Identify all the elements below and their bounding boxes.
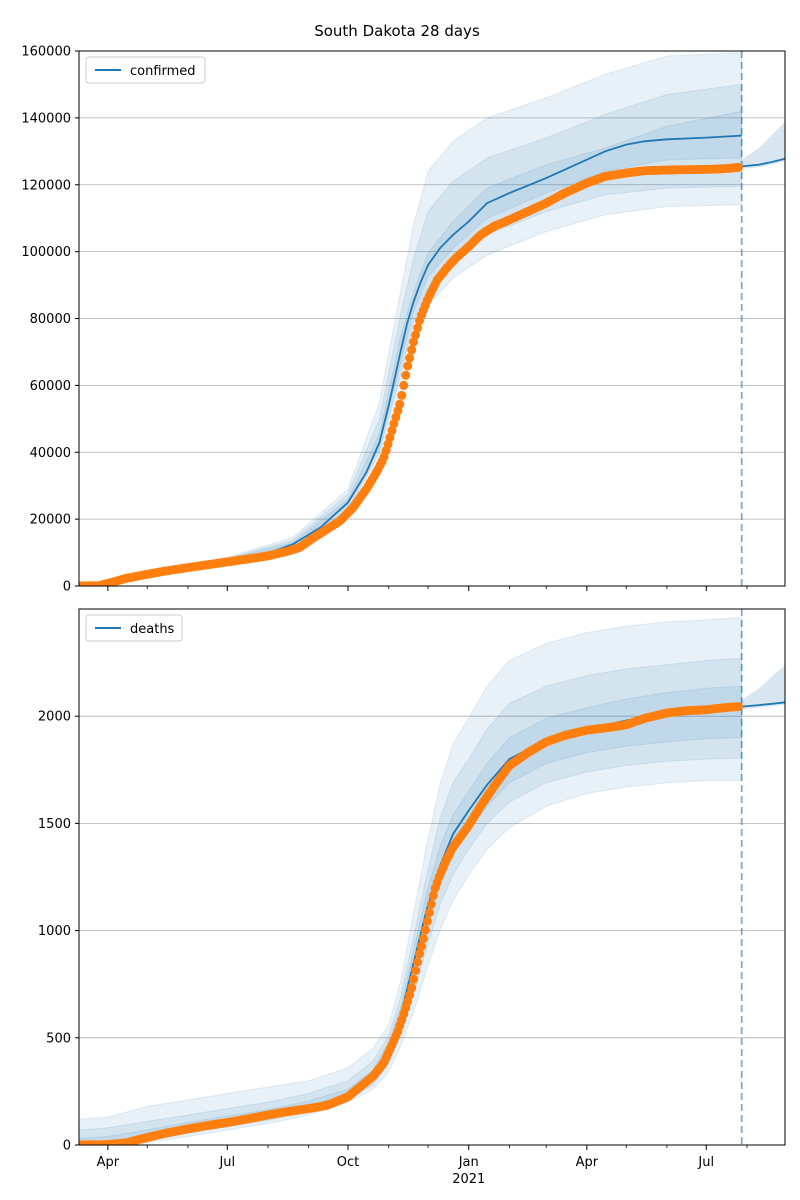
confirmed-y-tick-label: 160000 xyxy=(21,45,71,60)
confirmed-y-tick-label: 60000 xyxy=(30,379,71,394)
deaths-forecast-band xyxy=(741,665,785,710)
deaths-forecast-path xyxy=(741,701,785,708)
deaths-y-tick-label: 0 xyxy=(63,1139,71,1154)
deaths-observed-points xyxy=(79,702,743,1145)
confirmed-x-axis xyxy=(107,586,748,591)
deaths-y-tick-label: 500 xyxy=(46,1031,71,1046)
confirmed-legend: confirmed xyxy=(85,56,206,84)
confirmed-observed-point xyxy=(385,433,395,443)
confirmed-observed-point xyxy=(401,370,411,380)
deaths-observed-point xyxy=(733,702,743,712)
confirmed-observed-point xyxy=(411,330,421,340)
confirmed-legend-box xyxy=(85,56,206,84)
deaths-x-axis: Apr Jul Oct Jan Apr Jul 2021 xyxy=(97,1145,748,1187)
confirmed-observed-point xyxy=(403,361,413,371)
confirmed-observed-point xyxy=(733,162,743,172)
deaths-legend-label: deaths xyxy=(130,622,175,637)
deaths-grid xyxy=(79,715,785,1039)
confirmed-y-tick-label: 80000 xyxy=(30,312,71,327)
confirmed-observed-point xyxy=(413,323,423,333)
x-tick-label: Apr xyxy=(97,1155,120,1170)
deaths-y-axis: 0 500 1000 1500 2000 xyxy=(38,710,79,1154)
deaths-uncertainty-bands xyxy=(79,617,785,1145)
deaths-observed-point xyxy=(405,990,415,1000)
confirmed-y-tick-label: 140000 xyxy=(21,111,71,126)
deaths-observed-point xyxy=(417,941,426,951)
confirmed-forecast-band xyxy=(741,121,785,169)
deaths-legend-box xyxy=(85,614,183,642)
deaths-observed-point xyxy=(415,949,424,959)
x-tick-label: Apr xyxy=(576,1155,599,1170)
confirmed-y-tick-label: 100000 xyxy=(21,245,71,260)
confirmed-y-tick-label: 120000 xyxy=(21,178,71,193)
confirmed-observed-point xyxy=(395,399,405,409)
confirmed-legend-label: confirmed xyxy=(130,64,196,79)
confirmed-observed-point xyxy=(407,345,417,355)
confirmed-grid xyxy=(79,117,785,520)
confirmed-observed-point xyxy=(399,380,409,390)
deaths-observed-point xyxy=(420,925,430,935)
confirmed-y-tick-label: 20000 xyxy=(30,513,71,528)
deaths-observed-point xyxy=(426,899,436,909)
deaths-y-tick-label: 2000 xyxy=(38,710,71,725)
x-tick-label: Jul xyxy=(697,1155,714,1170)
confirmed-observed-point xyxy=(405,353,415,363)
confirmed-y-axis: 0 20000 40000 60000 80000 100000 120000 140000 1… xyxy=(21,45,79,595)
deaths-observed-point xyxy=(409,974,419,984)
deaths-observed-point xyxy=(411,966,421,976)
deaths-y-tick-label: 1500 xyxy=(38,817,71,832)
confirmed-y-tick-label: 0 xyxy=(63,580,71,595)
deaths-observed-point xyxy=(413,957,423,967)
deaths-observed-point xyxy=(428,891,438,901)
deaths-observed-point xyxy=(422,916,432,926)
deaths-observed-point xyxy=(424,908,434,918)
x-tick-label: Jan xyxy=(458,1155,479,1170)
x-year-label: 2021 xyxy=(452,1172,485,1187)
confirmed-observed-point xyxy=(397,390,407,400)
x-tick-label: Jul xyxy=(218,1155,235,1170)
confirmed-uncertainty-bands xyxy=(79,52,785,586)
confirmed-panel: 0 20000 40000 60000 80000 100000 120000 140000 1… xyxy=(21,45,786,595)
deaths-axes-frame xyxy=(78,608,786,1146)
confirmed-observed-point xyxy=(387,426,397,436)
deaths-y-tick-label: 1000 xyxy=(38,924,71,939)
x-tick-label: Oct xyxy=(337,1155,359,1170)
confirmed-band-2 xyxy=(79,83,743,586)
deaths-observed-point xyxy=(419,934,428,943)
confirmed-observed-point xyxy=(409,337,419,347)
deaths-observed-point xyxy=(407,983,417,993)
confirmed-forecast-path xyxy=(741,157,785,168)
deaths-legend: deaths xyxy=(85,614,183,642)
figure-title: South Dakota 28 days xyxy=(314,22,480,40)
confirmed-y-tick-label: 40000 xyxy=(30,446,71,461)
confirmed-observed-points xyxy=(79,162,743,586)
